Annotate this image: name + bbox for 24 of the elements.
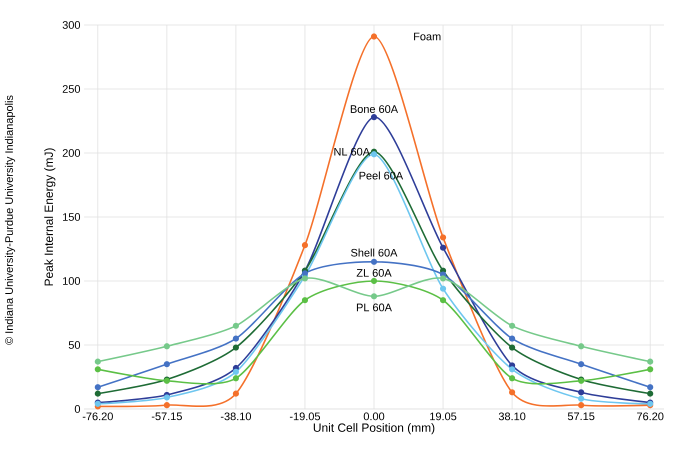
x-tick-label: -57.15 (152, 412, 182, 420)
y-tick-label: 150 (63, 213, 80, 221)
x-tick-label: -38.10 (220, 412, 252, 420)
x-tick-label: -76.20 (82, 412, 113, 420)
y-tick-label: 300 (62, 21, 80, 29)
x-tick-label: 0.00 (364, 412, 384, 420)
x-tick-label: 38.10 (498, 412, 526, 420)
x-tick-label: 57.15 (568, 412, 594, 420)
series-label: ZL 60A (356, 269, 392, 277)
series-label: Bone 60A (350, 105, 398, 113)
text: © Indiana University-Purdue University Indianapolis (4, 95, 16, 345)
series-label: PL 60A (356, 304, 392, 312)
series-label: Shell 60A (351, 248, 398, 257)
x-tick-label: -19.05 (290, 412, 320, 420)
text: Foam (414, 32, 440, 40)
y-tick-label: 0 (74, 405, 80, 413)
x-tick-label: 19.05 (430, 412, 456, 420)
x-axis-title: Unit Cell Position (mm) (314, 423, 434, 434)
y-tick-label: 100 (63, 277, 80, 285)
y-tick-label: 50 (68, 341, 80, 349)
y-tick-label: 250 (62, 85, 80, 93)
y-axis-title: Peak Internal Energy (mJ) (44, 148, 56, 286)
y-tick-label: 200 (62, 149, 80, 157)
x-tick-label: 76.20 (637, 412, 664, 420)
